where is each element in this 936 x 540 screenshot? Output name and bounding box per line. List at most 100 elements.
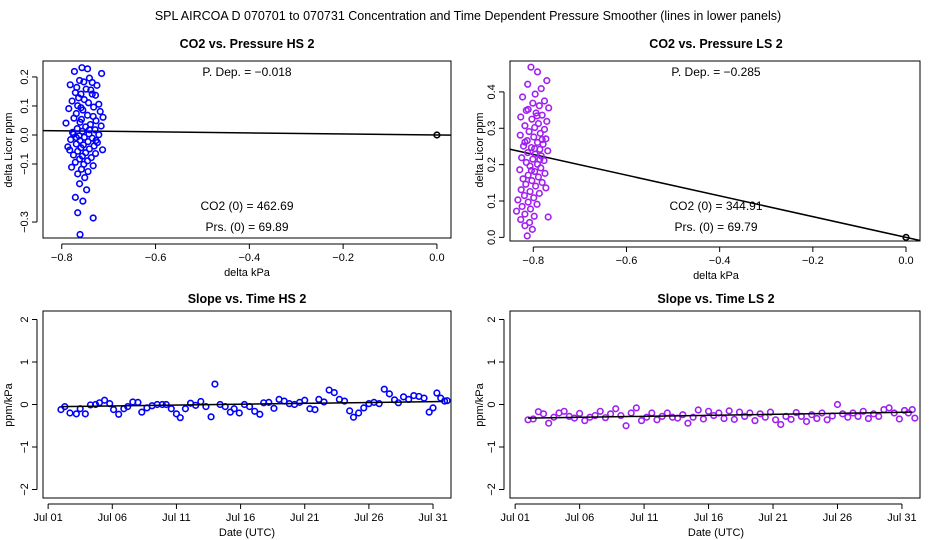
y-tick-label: −0.3: [19, 211, 31, 233]
panel-ls-time: Slope vs. Time LS 2 Jul 01 Jul 06 Jul 11 Ju…: [474, 292, 921, 539]
y-tick-label: 0.2: [19, 69, 31, 84]
x-tick-label: Jul 16: [694, 512, 723, 524]
x-tick-label: −0.8: [51, 252, 73, 264]
x-axis: −0.8 −0.6 −0.4 −0.2 0.0: [51, 243, 445, 264]
data-point: [68, 163, 76, 171]
x-tick-label: Jul 16: [226, 512, 255, 524]
data-point: [65, 104, 73, 113]
y-tick-label: 1: [19, 359, 31, 365]
data-point: [74, 209, 82, 217]
data-point: [92, 136, 100, 145]
data-point: [385, 390, 394, 398]
data-point: [80, 78, 88, 86]
data-point: [518, 93, 527, 101]
panel-title: CO2 vs. Pressure HS 2: [180, 37, 315, 51]
data-point: [81, 410, 89, 418]
data-point: [523, 232, 531, 240]
data-point: [653, 416, 661, 424]
data-point: [725, 407, 733, 415]
data-point: [211, 380, 219, 388]
plot-frame: [42, 310, 452, 499]
x-tick-label: Jul 21: [290, 512, 319, 524]
data-point: [98, 146, 107, 154]
data-point: [70, 67, 79, 76]
y-tick-label: 2: [486, 316, 498, 322]
data-point: [521, 210, 529, 218]
data-point: [539, 410, 548, 418]
data-point: [689, 413, 697, 421]
data-point: [172, 410, 181, 418]
data-point: [202, 403, 210, 411]
data-point: [560, 407, 568, 415]
data-point: [519, 142, 528, 150]
data-point: [543, 77, 551, 85]
panel-title: CO2 vs. Pressure LS 2: [649, 37, 782, 51]
data-point: [813, 414, 821, 423]
data-point: [751, 417, 759, 425]
y-tick-label: −2: [486, 483, 498, 496]
y-tick-label: −0.1: [19, 153, 31, 175]
data-point: [76, 118, 84, 126]
data-point: [96, 107, 104, 116]
y-tick-label: 0.1: [19, 98, 31, 113]
data-point: [516, 131, 524, 139]
data-point: [517, 113, 525, 121]
y-axis: −0.3 −0.1 0.0 0.1 0.2: [19, 69, 38, 233]
data-point: [97, 122, 105, 130]
pressure-zero: Prs. (0) = 69.89: [205, 220, 288, 234]
data-point: [530, 133, 538, 141]
y-axis: −2 −1 0 1 2: [19, 316, 38, 496]
smoother-curve: [528, 411, 913, 419]
data-point: [544, 213, 552, 221]
x-tick-label: −0.2: [332, 252, 354, 264]
data-point: [251, 407, 259, 415]
data-point: [340, 397, 349, 405]
smoother-curve: [60, 400, 444, 408]
data-point: [525, 127, 533, 136]
data-point: [176, 414, 184, 422]
x-tick-label: −0.2: [802, 255, 824, 267]
data-point: [541, 169, 549, 177]
data-point: [360, 404, 368, 412]
data-point: [802, 417, 811, 426]
data-point: [761, 413, 769, 421]
x-tick-label: Jul 26: [823, 512, 852, 524]
data-point: [420, 394, 428, 402]
data-point: [516, 166, 524, 174]
data-point: [95, 100, 103, 108]
y-tick-label: −1: [486, 441, 498, 454]
data-point: [741, 412, 749, 421]
y-tick-label: 0.0: [486, 230, 498, 245]
data-point: [77, 165, 86, 173]
data-point: [538, 135, 546, 144]
data-point: [138, 408, 146, 416]
x-tick-label: Jul 01: [33, 512, 62, 524]
fit-line: [42, 129, 452, 139]
x-tick-label: Jul 11: [630, 512, 659, 524]
data-point: [71, 158, 79, 166]
data-point: [531, 123, 539, 132]
data-point: [823, 416, 831, 424]
data-point: [75, 76, 84, 85]
x-axis: −0.8 −0.6 −0.4 −0.2 0.0: [522, 246, 914, 267]
data-point: [643, 413, 651, 421]
y-tick-label: 0.3: [486, 121, 498, 136]
data-point: [311, 406, 319, 414]
x-tick-label: Jul 26: [354, 512, 383, 524]
data-points: [57, 380, 451, 422]
co2-zero: CO2 (0) = 344.91: [669, 199, 762, 213]
data-point: [534, 119, 543, 128]
x-tick-label: Jul 11: [162, 512, 191, 524]
data-point: [167, 405, 175, 413]
data-point: [854, 412, 862, 421]
data-point: [543, 117, 551, 125]
regression-line: [42, 129, 452, 136]
data-point: [207, 413, 215, 421]
data-point: [78, 64, 86, 72]
panel-title: Slope vs. Time HS 2: [188, 292, 307, 306]
data-point: [76, 230, 84, 239]
data-point: [527, 63, 535, 71]
x-tick-label: Jul 31: [887, 512, 916, 524]
data-point: [533, 68, 542, 76]
